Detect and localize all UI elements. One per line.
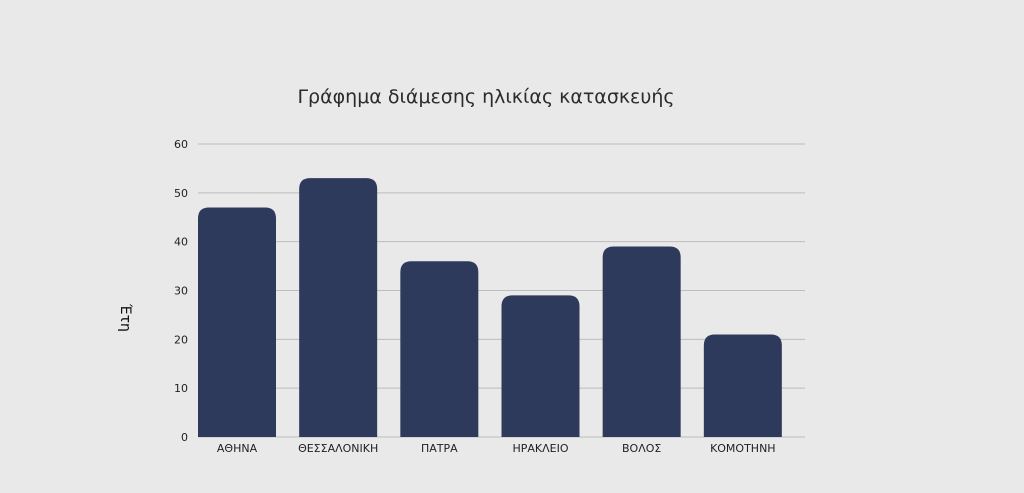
bar-1	[299, 178, 378, 437]
y-tick-label: 20	[174, 333, 188, 346]
chart-title: Γράφημα διάμεσης ηλικίας κατασκευής	[297, 86, 674, 108]
bar-4	[602, 246, 681, 437]
y-tick-label: 40	[174, 236, 188, 249]
y-tick-label: 50	[174, 187, 188, 200]
x-tick-label: ΚΟΜΟΤΗΝΗ	[710, 442, 776, 455]
bar-3	[501, 295, 580, 437]
y-tick-label: 60	[174, 138, 188, 151]
bar-0	[198, 207, 276, 437]
y-axis-ticks: 0 10 20 30 40 50 60	[174, 138, 188, 444]
y-tick-label: 30	[174, 285, 188, 298]
y-tick-label: 10	[174, 382, 188, 395]
x-tick-label: ΗΡΑΚΛΕΙΟ	[512, 442, 568, 455]
x-tick-label: ΠΑΤΡΑ	[421, 442, 458, 455]
y-tick-label: 0	[181, 431, 188, 444]
x-tick-label: ΒΟΛΟΣ	[622, 442, 661, 455]
y-axis-label: Έτη	[117, 303, 133, 332]
bars	[198, 178, 782, 437]
bar-5	[703, 334, 782, 437]
x-axis-ticks: ΑΘΗΝΑ ΘΕΣΣΑΛΟΝΙΚΗ ΠΑΤΡΑ ΗΡΑΚΛΕΙΟ ΒΟΛΟΣ ΚΟΜΟΤΗ…	[217, 442, 776, 455]
bar-2	[400, 261, 479, 437]
x-tick-label: ΑΘΗΝΑ	[217, 442, 258, 455]
x-tick-label: ΘΕΣΣΑΛΟΝΙΚΗ	[298, 442, 378, 455]
